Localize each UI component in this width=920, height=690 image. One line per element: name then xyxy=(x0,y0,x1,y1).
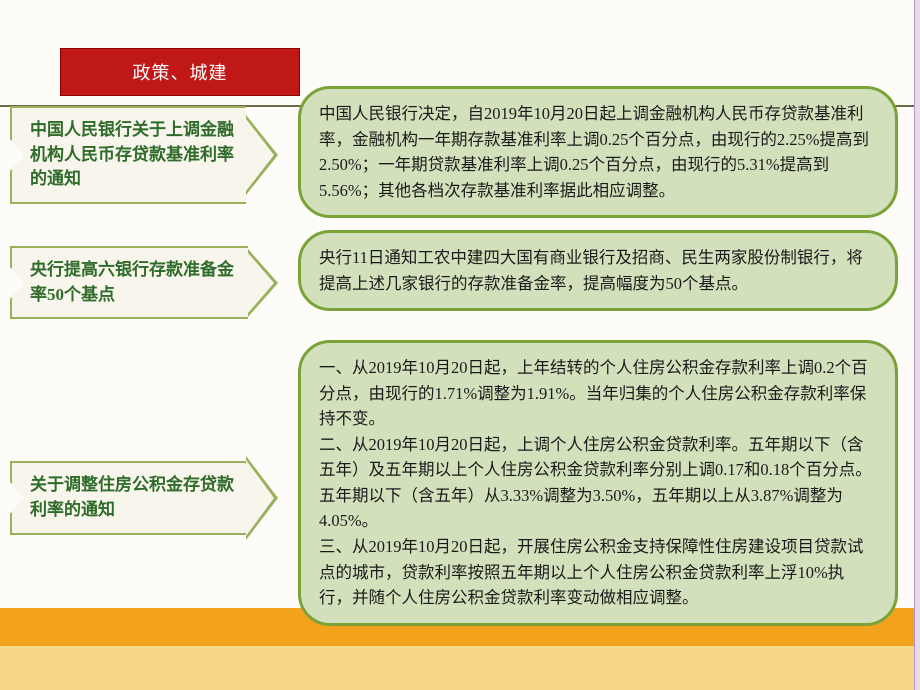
topic-label-text: 中国人民银行关于上调金融机构人民币存贷款基准利率的通知 xyxy=(30,120,234,188)
content-text: 中国人民银行决定，自2019年10月20日起上调金融机构人民币存贷款基准利率，金… xyxy=(319,104,869,200)
content-text: 一、从2019年10月20日起，上年结转的个人住房公积金存款利率上调0.2个百分… xyxy=(319,358,872,607)
topic-label-text: 关于调整住房公积金存贷款利率的通知 xyxy=(30,475,234,519)
content-box-1: 中国人民银行决定，自2019年10月20日起上调金融机构人民币存贷款基准利率，金… xyxy=(298,86,898,218)
arrow-head-icon xyxy=(248,249,278,317)
topic-arrow-2: 央行提高六银行存款准备金率50个基点 xyxy=(10,246,278,319)
topic-arrow-1: 中国人民银行关于上调金融机构人民币存贷款基准利率的通知 xyxy=(10,106,278,204)
topic-arrow-3: 关于调整住房公积金存贷款利率的通知 xyxy=(10,456,278,540)
content-text: 央行11日通知工农中建四大国有商业银行及招商、民生两家股份制银行，将提高上述几家… xyxy=(319,248,863,293)
footer-band-yellow xyxy=(0,646,920,690)
topic-label-3: 关于调整住房公积金存贷款利率的通知 xyxy=(10,461,246,534)
right-edge-strip xyxy=(914,0,920,690)
arrow-head-icon xyxy=(246,456,278,540)
arrow-notch-icon xyxy=(10,482,24,514)
topic-label-2: 央行提高六银行存款准备金率50个基点 xyxy=(10,246,248,319)
arrow-notch-icon xyxy=(10,267,24,299)
section-header-text: 政策、城建 xyxy=(133,59,228,85)
topic-label-1: 中国人民银行关于上调金融机构人民币存贷款基准利率的通知 xyxy=(10,106,246,204)
topic-label-text: 央行提高六银行存款准备金率50个基点 xyxy=(30,260,234,304)
arrow-head-icon xyxy=(246,115,278,195)
section-header: 政策、城建 xyxy=(60,48,300,96)
arrow-notch-icon xyxy=(10,139,24,171)
content-box-3: 一、从2019年10月20日起，上年结转的个人住房公积金存款利率上调0.2个百分… xyxy=(298,340,898,626)
content-box-2: 央行11日通知工农中建四大国有商业银行及招商、民生两家股份制银行，将提高上述几家… xyxy=(298,230,898,311)
